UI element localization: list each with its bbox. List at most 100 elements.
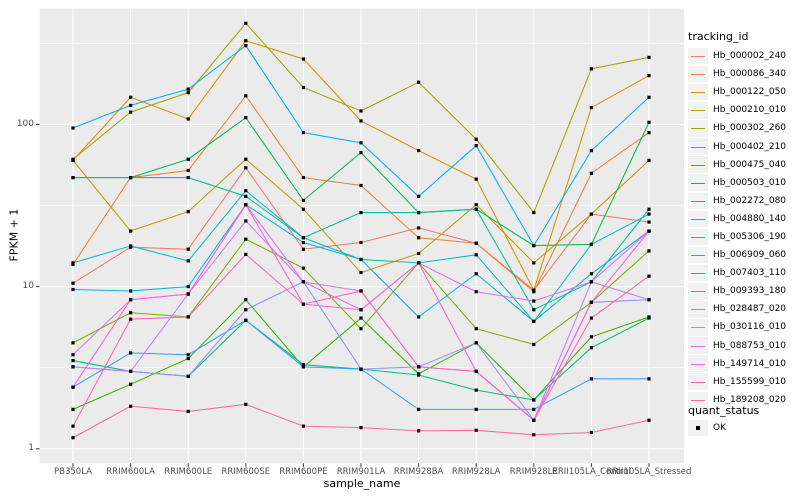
legend-title-tracking-id: tracking_id bbox=[688, 30, 749, 43]
legend-item-label: Hb_002272_080 bbox=[713, 195, 787, 206]
legend-key-box bbox=[688, 120, 708, 137]
legend-title-quant-status: quant_status bbox=[688, 404, 760, 417]
data-point bbox=[129, 317, 133, 321]
data-point bbox=[244, 39, 248, 43]
data-point bbox=[647, 131, 651, 135]
y-axis-title: FPKM + 1 bbox=[7, 208, 21, 262]
data-point bbox=[244, 189, 248, 193]
data-point bbox=[589, 67, 593, 71]
data-point bbox=[417, 210, 421, 215]
legend-key-box bbox=[688, 138, 708, 155]
legend-item-Hb_000086_340: Hb_000086_340 bbox=[688, 65, 786, 83]
point-marker-icon bbox=[696, 426, 700, 431]
data-point bbox=[244, 194, 248, 198]
x-tick-label-RRII105LA_Stressed: RRII105LA_Stressed bbox=[606, 467, 692, 477]
data-point bbox=[532, 308, 536, 312]
data-point bbox=[417, 236, 421, 240]
legend-item-Hb_000402_210: Hb_000402_210 bbox=[688, 137, 786, 155]
legend-key-box bbox=[688, 283, 708, 300]
legend-item-label: OK bbox=[713, 423, 726, 434]
legend-item-label: Hb_030116_010 bbox=[713, 322, 787, 333]
data-point bbox=[129, 175, 133, 180]
data-point bbox=[417, 261, 421, 265]
data-point bbox=[129, 404, 133, 408]
data-point bbox=[301, 280, 305, 284]
legend-item-Hb_000475_040: Hb_000475_040 bbox=[688, 156, 786, 174]
data-point bbox=[301, 198, 305, 202]
data-point bbox=[589, 272, 593, 276]
data-point bbox=[301, 175, 305, 180]
legend-item-label: Hb_000210_010 bbox=[713, 105, 787, 116]
data-point bbox=[417, 148, 421, 153]
data-point bbox=[532, 288, 536, 292]
data-point bbox=[186, 117, 190, 121]
data-point bbox=[244, 21, 248, 25]
data-point bbox=[589, 430, 593, 435]
legend-item-label: Hb_189208_020 bbox=[713, 394, 787, 405]
panel-background bbox=[39, 8, 684, 464]
legend-key-box bbox=[688, 156, 708, 173]
data-point bbox=[186, 247, 190, 251]
data-point bbox=[359, 426, 363, 430]
legend-item-Hb_000302_260: Hb_000302_260 bbox=[688, 119, 786, 137]
x-tick-label-RRIM600SE: RRIM600SE bbox=[221, 467, 271, 477]
legend-item-label: Hb_155599_010 bbox=[713, 376, 787, 387]
data-point bbox=[301, 131, 305, 135]
y-tick-label: 100 bbox=[16, 118, 34, 129]
data-point bbox=[647, 377, 651, 381]
x-tick-label-RRIM928LE: RRIM928LE bbox=[509, 467, 558, 477]
legend-item-Hb_000503_010: Hb_000503_010 bbox=[688, 174, 786, 192]
data-point bbox=[647, 158, 651, 162]
data-point bbox=[71, 287, 75, 292]
data-point bbox=[71, 436, 75, 440]
data-point bbox=[589, 148, 593, 153]
data-point bbox=[359, 119, 363, 123]
legend-key-box bbox=[688, 47, 708, 65]
data-point bbox=[301, 236, 305, 240]
legend-key-box bbox=[688, 192, 708, 210]
data-point bbox=[417, 226, 421, 230]
legend-key-box bbox=[688, 319, 708, 336]
data-point bbox=[474, 290, 478, 294]
legend-item-Hb_155599_010: Hb_155599_010 bbox=[688, 373, 786, 391]
legend-key-line-icon bbox=[691, 236, 705, 238]
data-point bbox=[589, 171, 593, 175]
data-point bbox=[417, 373, 421, 377]
legend-key-line-icon bbox=[691, 92, 705, 94]
data-point bbox=[647, 55, 651, 59]
data-point bbox=[129, 244, 133, 248]
data-point bbox=[647, 229, 651, 233]
data-point bbox=[244, 252, 248, 256]
legend-key-box bbox=[688, 83, 708, 101]
data-point bbox=[647, 95, 651, 99]
data-point bbox=[71, 353, 75, 357]
data-point bbox=[129, 311, 133, 315]
data-point bbox=[359, 308, 363, 312]
data-point bbox=[359, 210, 363, 215]
legend-key-box bbox=[688, 210, 708, 228]
legend-item-Hb_030116_010: Hb_030116_010 bbox=[688, 318, 786, 336]
data-point bbox=[417, 194, 421, 198]
data-point bbox=[71, 407, 75, 411]
data-point bbox=[359, 109, 363, 113]
data-point bbox=[589, 105, 593, 110]
data-point bbox=[647, 212, 651, 216]
legend-item-Hb_002272_080: Hb_002272_080 bbox=[688, 192, 786, 210]
data-point bbox=[532, 418, 536, 422]
data-point bbox=[186, 91, 190, 95]
data-point bbox=[474, 177, 478, 181]
legend-key-line-icon bbox=[691, 56, 705, 58]
data-point bbox=[474, 203, 478, 207]
data-point bbox=[244, 219, 248, 223]
data-point bbox=[186, 87, 190, 91]
legend-key-box bbox=[688, 102, 708, 119]
data-point bbox=[417, 251, 421, 256]
data-point bbox=[589, 280, 593, 284]
data-point bbox=[474, 241, 478, 245]
data-point bbox=[474, 428, 478, 432]
data-point bbox=[359, 257, 363, 262]
data-point bbox=[71, 281, 75, 285]
data-point bbox=[532, 433, 536, 437]
data-point bbox=[647, 249, 651, 253]
